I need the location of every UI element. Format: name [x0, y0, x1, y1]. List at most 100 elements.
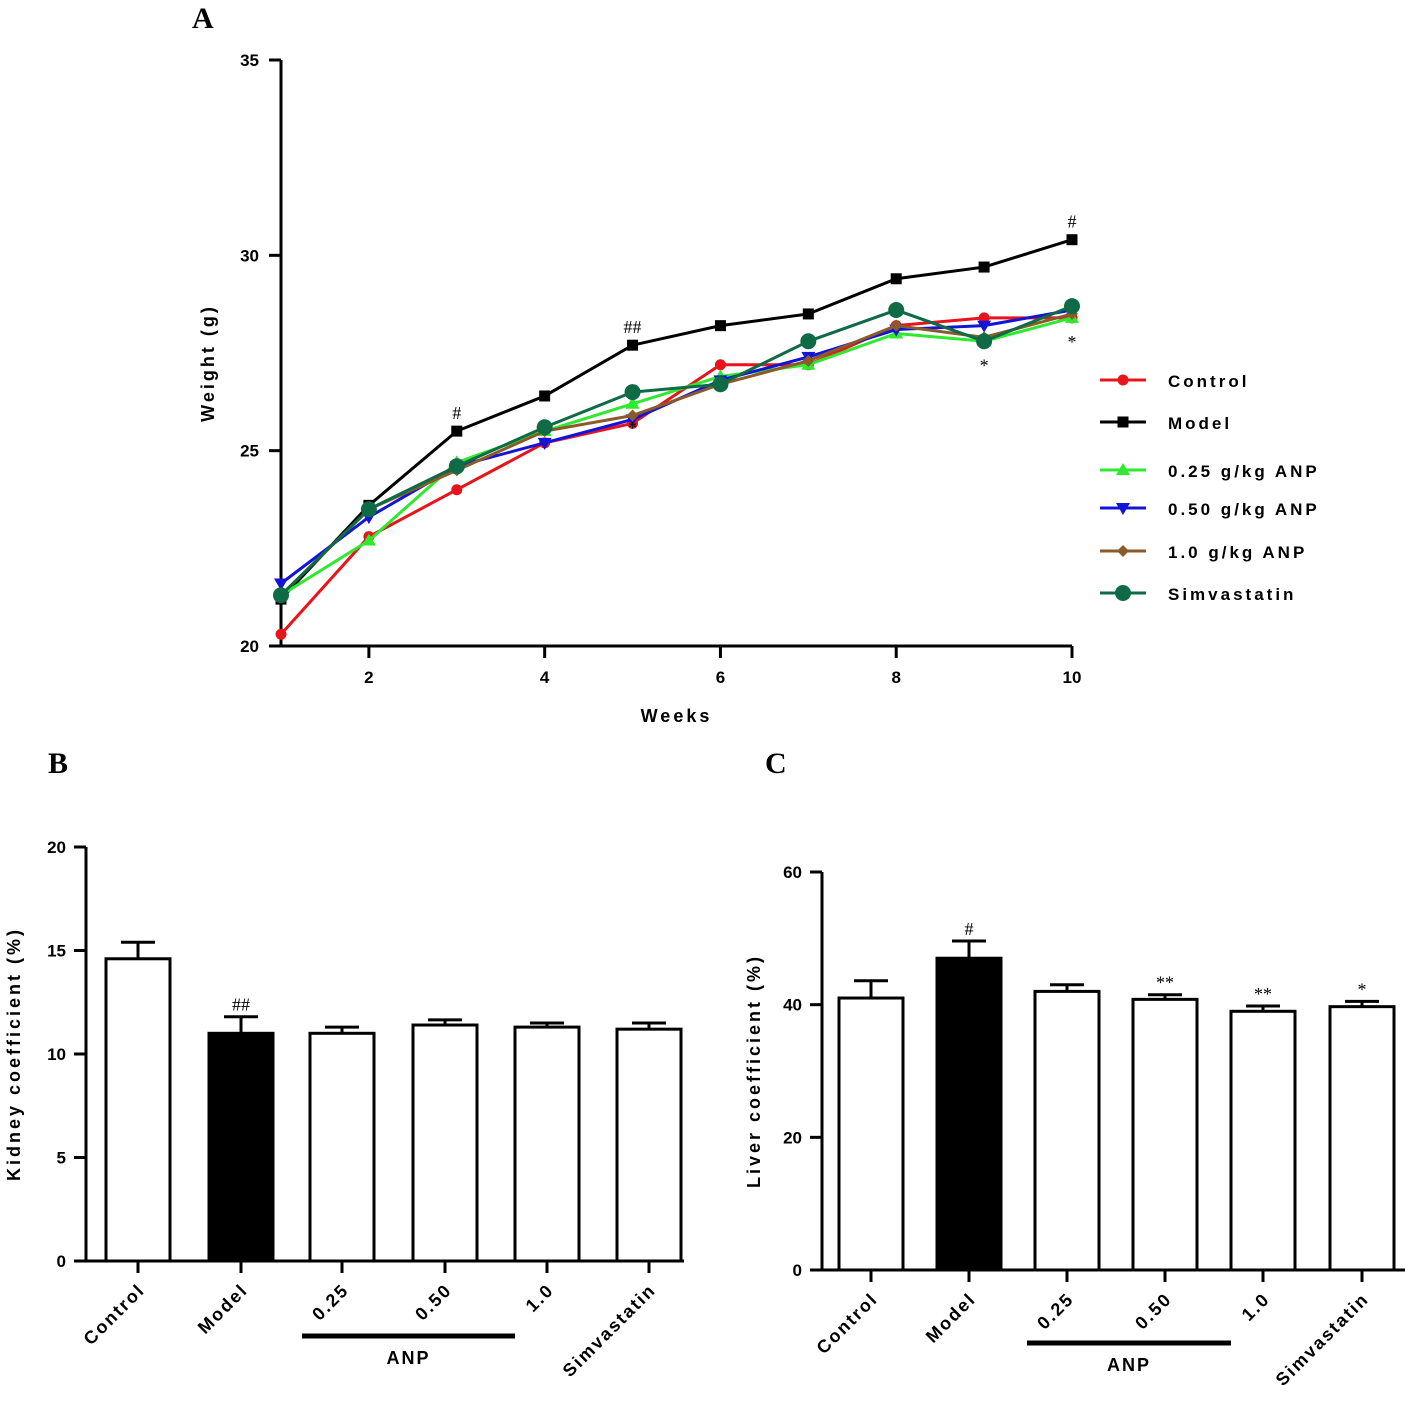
- y-axis-label: Liver coefficient (%): [744, 954, 764, 1188]
- legend-marker: [1116, 503, 1130, 515]
- y-tick-label: 25: [240, 442, 259, 461]
- data-point: [1066, 234, 1078, 246]
- bar-group-1-0: 1.0 **: [1229, 984, 1297, 1325]
- significance-mark: **: [1156, 973, 1174, 993]
- data-point: [360, 501, 377, 518]
- data-point: [451, 484, 463, 496]
- bar: [1131, 997, 1199, 1272]
- y-tick-label: 20: [240, 637, 259, 656]
- significance-mark: ##: [232, 995, 250, 1015]
- bar: [615, 1027, 683, 1263]
- x-tick-label: 6: [716, 668, 725, 687]
- data-point: [888, 302, 905, 319]
- bar-group-0-50: 0.50: [411, 1018, 479, 1324]
- data-point: [624, 384, 641, 401]
- legend-entry-simvastatin: Simvastatin: [1100, 585, 1296, 604]
- category-label: 0.25: [308, 1280, 353, 1325]
- y-tick-label: 40: [783, 996, 802, 1015]
- x-tick-label: 4: [540, 668, 550, 687]
- legend-label: 0.25 g/kg ANP: [1168, 462, 1320, 481]
- y-tick-label: 35: [240, 51, 259, 70]
- bar-group-1-0: 1.0: [513, 1021, 581, 1316]
- category-label: Control: [80, 1280, 149, 1349]
- x-axis-label: Weeks: [641, 706, 713, 726]
- data-point: [537, 437, 552, 450]
- y-tick-label: 10: [47, 1045, 66, 1064]
- data-point: [539, 390, 551, 402]
- series-line: [280, 308, 1073, 585]
- panel-label-b: B: [48, 747, 68, 780]
- series-line: [280, 316, 1073, 597]
- category-label: Simvastatin: [559, 1280, 660, 1381]
- legend-label: Control: [1168, 372, 1249, 391]
- category-label: 0.50: [1131, 1289, 1176, 1334]
- series-0-50-g-kg-anp: [274, 305, 1079, 591]
- data-point: [977, 320, 992, 333]
- data-point: [978, 312, 990, 324]
- bar: [837, 996, 905, 1272]
- y-axis-label: Weight (g): [198, 304, 218, 422]
- bar: [1033, 989, 1101, 1272]
- category-label: 1.0: [522, 1280, 558, 1316]
- bar-group-0-25: 0.25: [1033, 983, 1101, 1334]
- series-1-0-g-kg-anp: [275, 307, 1078, 602]
- category-label: Model: [194, 1280, 252, 1338]
- legend-marker: [1117, 545, 1129, 557]
- bar: [207, 1031, 275, 1263]
- legend-label: 1.0 g/kg ANP: [1168, 543, 1307, 562]
- bar: [935, 956, 1003, 1272]
- significance-mark: *: [1358, 979, 1367, 999]
- bar: [513, 1025, 581, 1263]
- category-label: Control: [813, 1289, 882, 1358]
- y-tick-label: 5: [57, 1149, 66, 1168]
- x-tick-label: 8: [891, 668, 900, 687]
- panel-label-a: A: [192, 2, 214, 35]
- data-point: [978, 261, 990, 273]
- panel-label-c: C: [765, 747, 787, 780]
- category-label: Model: [922, 1289, 980, 1347]
- series-line: [279, 312, 1073, 597]
- category-label: 0.25: [1033, 1289, 1078, 1334]
- data-point: [626, 409, 639, 422]
- series-0-25-g-kg-anp: [274, 310, 1079, 601]
- series-simvastatin: [273, 298, 1080, 604]
- legend-label: Simvastatin: [1168, 585, 1296, 604]
- legend-label: 0.50 g/kg ANP: [1168, 500, 1320, 519]
- data-point: [273, 587, 289, 604]
- bar-group-0-50: 0.50 **: [1131, 973, 1199, 1334]
- data-point: [361, 533, 376, 546]
- significance-mark: *: [628, 418, 637, 438]
- significance-mark: **: [1254, 984, 1272, 1004]
- legend-entry-0-25-g-kg-anp: 0.25 g/kg ANP: [1100, 462, 1320, 481]
- data-point: [890, 319, 903, 332]
- y-tick-label: 60: [783, 863, 802, 882]
- data-point: [976, 333, 993, 350]
- y-tick-label: 20: [783, 1128, 802, 1147]
- x-tick-label: 10: [1063, 668, 1082, 687]
- legend-entry-model: Model: [1100, 414, 1229, 433]
- data-point: [536, 419, 553, 436]
- bar-group-model: Model ##: [194, 995, 275, 1338]
- kidney-bar-chart: 0 5 10 15 20 Kidney coefficient (%) Control Mod…: [4, 838, 684, 1381]
- bar: [411, 1023, 479, 1263]
- series-line: [279, 304, 1073, 597]
- data-point: [802, 354, 815, 367]
- legend-marker: [1117, 416, 1129, 428]
- y-tick-label: 0: [57, 1252, 66, 1271]
- bar-group-control: Control: [80, 940, 172, 1349]
- bar: [308, 1031, 376, 1263]
- anp-group-label: ANP: [1107, 1355, 1151, 1375]
- bar: [1229, 1009, 1297, 1272]
- data-point: [274, 578, 288, 591]
- data-point: [627, 339, 639, 351]
- data-point: [714, 359, 726, 371]
- data-point: [802, 308, 814, 320]
- legend-entry-control: Control: [1100, 372, 1249, 391]
- x-tick-label: 2: [364, 668, 373, 687]
- data-point: [625, 396, 640, 409]
- legend-marker: [1116, 463, 1130, 475]
- series-control: [275, 312, 1078, 640]
- data-point: [712, 376, 729, 393]
- y-tick-label: 15: [47, 942, 66, 961]
